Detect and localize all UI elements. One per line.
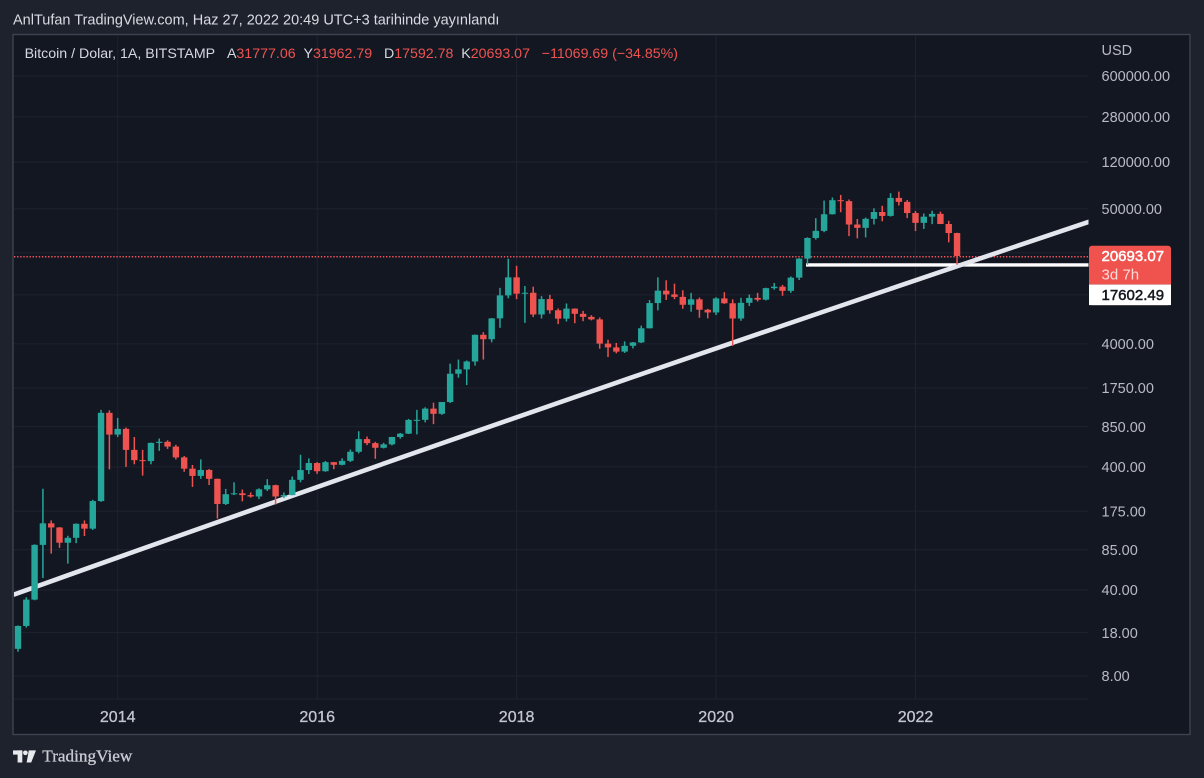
- svg-text:17602.49: 17602.49: [1102, 287, 1165, 304]
- svg-text:600000.00: 600000.00: [1102, 69, 1171, 85]
- svg-text:8.00: 8.00: [1102, 669, 1130, 685]
- svg-text:280000.00: 280000.00: [1102, 110, 1171, 126]
- svg-text:2014: 2014: [100, 709, 136, 726]
- svg-text:40.00: 40.00: [1102, 583, 1138, 599]
- svg-text:50000.00: 50000.00: [1102, 202, 1162, 218]
- svg-text:400.00: 400.00: [1102, 460, 1146, 476]
- svg-text:85.00: 85.00: [1102, 543, 1138, 559]
- svg-text:120000.00: 120000.00: [1102, 155, 1171, 171]
- svg-text:AnlTufan TradingView.com, Haz: AnlTufan TradingView.com, Haz 27, 2022 2…: [13, 12, 499, 28]
- svg-text:Bitcoin / Dolar, 1A, BITSTAMP: Bitcoin / Dolar, 1A, BITSTAMP A31777.06 …: [25, 46, 678, 62]
- svg-text:1750.00: 1750.00: [1102, 381, 1154, 397]
- svg-text:2016: 2016: [299, 709, 335, 726]
- svg-text:18.00: 18.00: [1102, 626, 1138, 642]
- svg-text:4000.00: 4000.00: [1102, 337, 1154, 353]
- svg-text:2022: 2022: [898, 709, 934, 726]
- svg-text:USD: USD: [1102, 43, 1133, 59]
- svg-text:3d 7h: 3d 7h: [1102, 267, 1140, 284]
- svg-text:TradingView: TradingView: [42, 747, 133, 766]
- svg-text:2018: 2018: [499, 709, 535, 726]
- svg-text:850.00: 850.00: [1102, 420, 1146, 436]
- svg-text:2020: 2020: [698, 709, 734, 726]
- svg-text:175.00: 175.00: [1102, 504, 1146, 520]
- svg-text:20693.07: 20693.07: [1102, 248, 1165, 265]
